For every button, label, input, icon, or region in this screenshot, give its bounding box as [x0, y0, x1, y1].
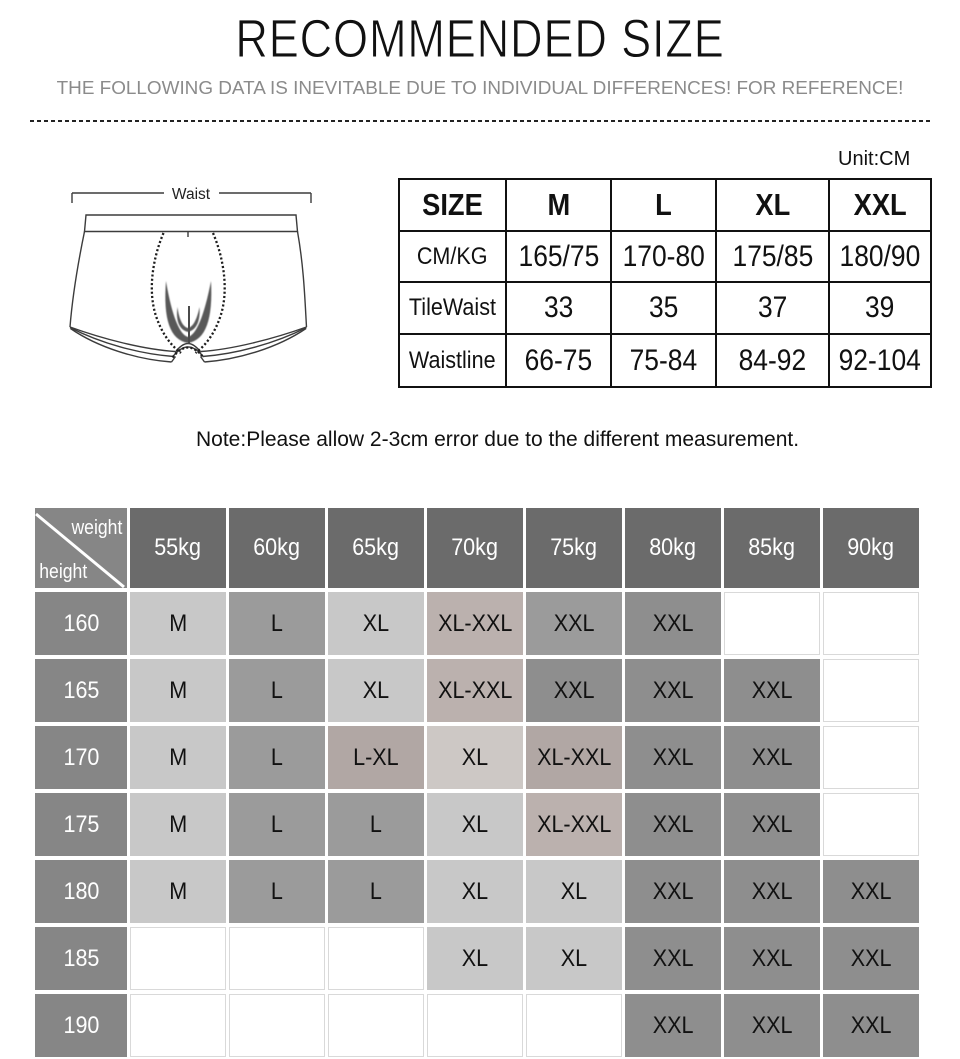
svg-text:Waist: Waist: [172, 186, 211, 203]
